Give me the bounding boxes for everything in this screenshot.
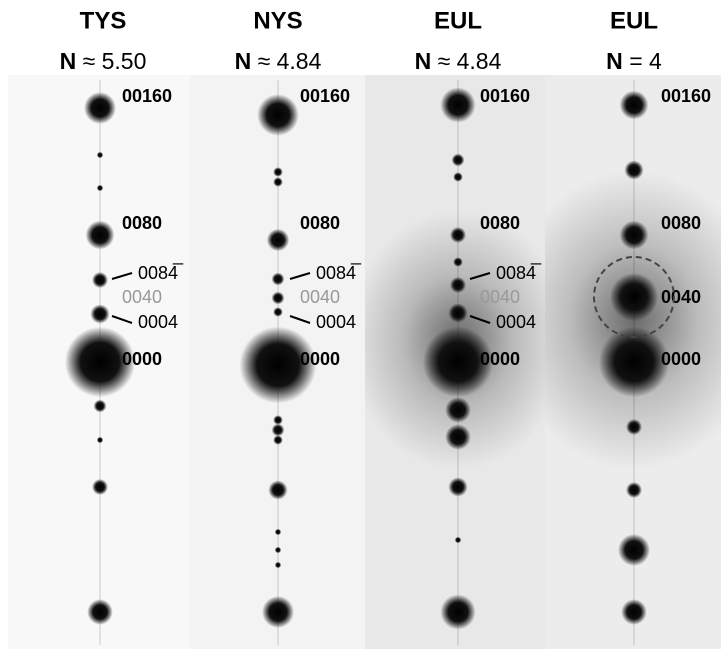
diffraction-spot: [455, 537, 461, 543]
figure: TYSN ≈ 5.500016000800084̅004000040000NYS…: [0, 0, 721, 649]
spot-label: 0000: [122, 349, 162, 369]
spot-label: 0040: [661, 287, 701, 307]
diffraction-spot: [257, 94, 299, 136]
panel-title: EUL: [434, 7, 482, 34]
diffraction-spot: [275, 562, 281, 568]
diffraction-spot: [620, 91, 649, 120]
diffraction-spot: [450, 277, 466, 293]
spot-label: 00160: [300, 86, 350, 106]
spot-label: 0084̅: [316, 263, 362, 283]
spot-label: 0040: [300, 287, 340, 307]
n-value: ≈ 5.50: [83, 48, 147, 74]
spot-label: 0080: [480, 213, 520, 233]
spot-label: 00160: [661, 86, 711, 106]
diffraction-spot: [448, 477, 467, 496]
spot-label: 0040: [480, 287, 520, 307]
diffraction-spot: [97, 185, 103, 191]
diffraction-spot: [272, 424, 285, 437]
n-label: N ≈ 5.50: [60, 48, 147, 74]
n-value: = 4: [629, 48, 662, 74]
diffraction-spot: [621, 599, 647, 625]
diffraction-spot: [448, 303, 467, 322]
diffraction-spot: [453, 172, 463, 182]
diffraction-spot: [610, 273, 658, 321]
diffraction-spot: [273, 177, 283, 187]
n-symbol: N: [606, 48, 623, 74]
panel-title: TYS: [80, 7, 127, 34]
n-label: N = 4: [606, 48, 662, 74]
diffraction-spot: [440, 87, 475, 122]
diffraction-spot: [92, 272, 108, 288]
diffraction-spot: [450, 227, 466, 243]
diffraction-spot: [92, 479, 108, 495]
diffraction-spot: [262, 596, 294, 628]
diffraction-spot: [94, 400, 107, 413]
diffraction-spot: [620, 221, 649, 250]
diffraction-spot: [273, 435, 283, 445]
spot-label: 0000: [480, 349, 520, 369]
spot-label: 0084̅: [496, 263, 542, 283]
panel-title: EUL: [610, 7, 658, 34]
diffraction-spot: [275, 547, 281, 553]
diffraction-spot: [273, 415, 283, 425]
diffraction-spot: [268, 480, 287, 499]
diffraction-spot: [273, 167, 283, 177]
spot-label: 0004: [496, 312, 536, 332]
diffraction-spot: [626, 482, 642, 498]
n-label: N ≈ 4.84: [415, 48, 502, 74]
diffraction-spot: [273, 307, 283, 317]
diffraction-spot: [86, 221, 115, 250]
spot-label: 0000: [300, 349, 340, 369]
diffraction-spot: [626, 419, 642, 435]
spot-label: 00160: [122, 86, 172, 106]
spot-label: 0080: [661, 213, 701, 233]
diffraction-spot: [445, 424, 471, 450]
diffraction-spot: [445, 397, 471, 423]
n-symbol: N: [235, 48, 252, 74]
diffraction-spot: [87, 599, 113, 625]
spot-label: 00160: [480, 86, 530, 106]
spot-label: 0000: [661, 349, 701, 369]
n-symbol: N: [415, 48, 432, 74]
diffraction-spot: [618, 534, 650, 566]
diffraction-spot: [90, 304, 109, 323]
diffraction-spot: [624, 160, 643, 179]
diffraction-spot: [452, 154, 465, 167]
n-value: ≈ 4.84: [438, 48, 502, 74]
n-value: ≈ 4.84: [258, 48, 322, 74]
spot-label: 0084̅: [138, 263, 184, 283]
spot-label: 0040: [122, 287, 162, 307]
n-symbol: N: [60, 48, 77, 74]
spot-label: 0080: [300, 213, 340, 233]
diffraction-spot: [272, 273, 285, 286]
diffraction-spot: [97, 437, 103, 443]
diffraction-spot: [440, 594, 475, 629]
diffraction-spot: [267, 229, 289, 251]
spot-label: 0080: [122, 213, 162, 233]
spot-label: 0004: [138, 312, 178, 332]
diffraction-spot: [84, 92, 116, 124]
diffraction-spot: [275, 529, 281, 535]
n-label: N ≈ 4.84: [235, 48, 322, 74]
diffraction-spot: [97, 152, 103, 158]
diffraction-spot: [453, 257, 463, 267]
panel-title: NYS: [253, 7, 302, 34]
spot-label: 0004: [316, 312, 356, 332]
diffraction-spot: [272, 292, 285, 305]
